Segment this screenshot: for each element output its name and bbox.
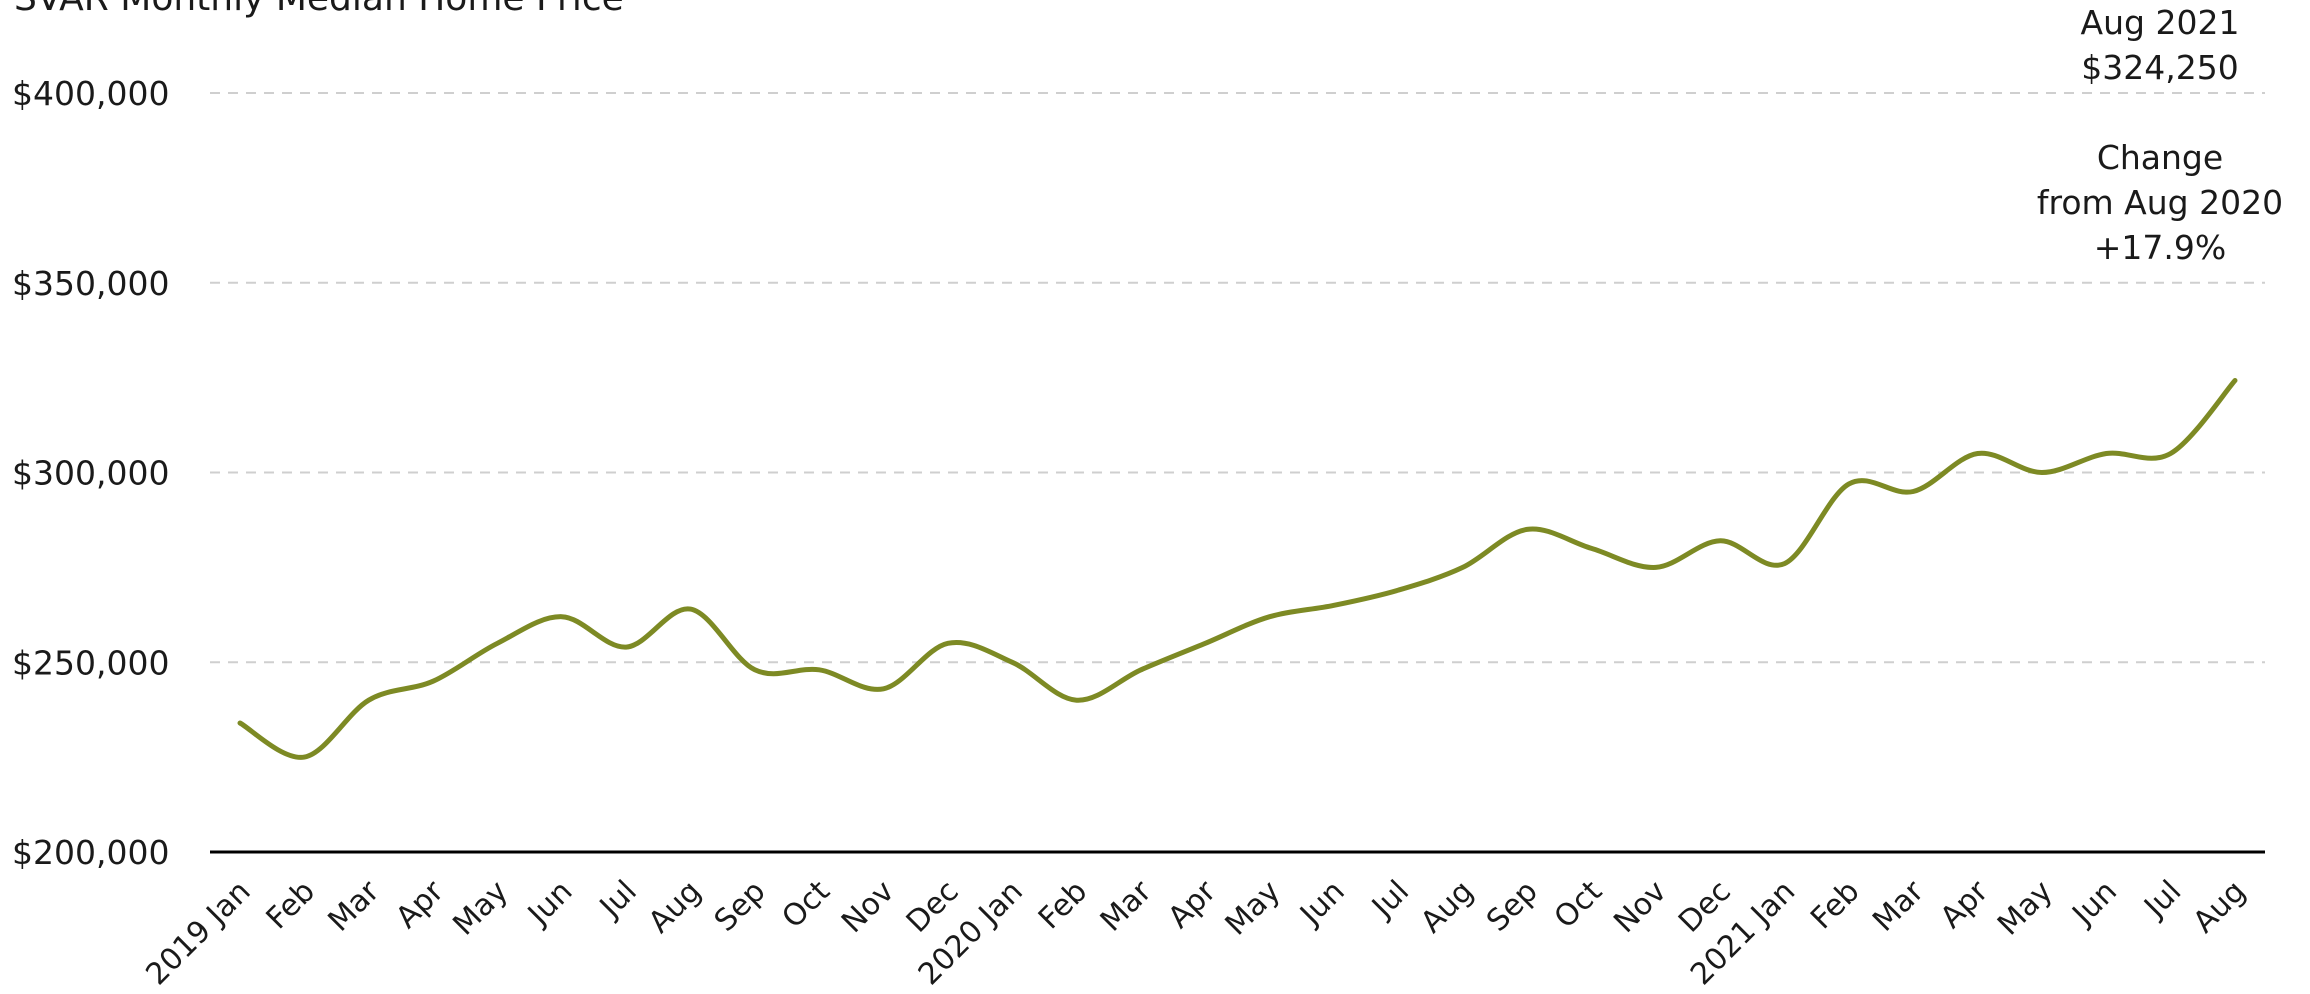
x-tick-label: Feb bbox=[1032, 874, 1094, 936]
x-tick-label: Apr bbox=[1934, 873, 1996, 935]
y-tick-label: $200,000 bbox=[12, 833, 169, 872]
y-tick-label: $400,000 bbox=[12, 74, 169, 113]
y-axis-ticks: $200,000 $250,000 $300,000 $350,000 $400,000 bbox=[12, 74, 169, 872]
y-tick-label: $250,000 bbox=[12, 643, 169, 682]
x-tick-label: Jun bbox=[520, 874, 579, 933]
x-tick-label: Sep bbox=[1480, 874, 1545, 939]
x-tick-label: Nov bbox=[1607, 874, 1673, 940]
x-tick-label: Jun bbox=[2065, 874, 2124, 933]
latest-price-label: $324,250 bbox=[2081, 48, 2239, 87]
x-tick-label: Apr bbox=[1162, 873, 1224, 935]
x-tick-label: Feb bbox=[260, 874, 322, 936]
x-tick-label: Aug bbox=[642, 874, 708, 940]
x-tick-label: May bbox=[1991, 874, 2060, 943]
change-value: +17.9% bbox=[2093, 228, 2227, 267]
x-tick-label: Jul bbox=[592, 874, 644, 926]
x-tick-label: Mar bbox=[1094, 873, 1159, 938]
x-tick-label: Mar bbox=[1866, 873, 1931, 938]
x-tick-label: Apr bbox=[389, 873, 451, 935]
x-tick-label: Mar bbox=[322, 873, 387, 938]
x-tick-label: Feb bbox=[1804, 874, 1866, 936]
change-heading: Change bbox=[2096, 138, 2224, 177]
x-tick-label: Oct bbox=[775, 874, 837, 936]
x-tick-label: Nov bbox=[835, 874, 901, 940]
x-tick-label: Jul bbox=[2137, 874, 2189, 926]
x-tick-label: Jun bbox=[1292, 874, 1351, 933]
chart-title: SVAR Monthly Median Home Price bbox=[14, 0, 624, 19]
change-period: from Aug 2020 bbox=[2036, 183, 2284, 222]
x-tick-label: Aug bbox=[2186, 874, 2252, 940]
y-tick-label: $350,000 bbox=[12, 264, 169, 303]
latest-value-annotation: Aug 2021 $324,250 bbox=[2040, 0, 2280, 90]
change-annotation: Change from Aug 2020 +17.9% bbox=[2020, 135, 2300, 270]
latest-month-label: Aug 2021 bbox=[2080, 3, 2240, 42]
series-line-median-price bbox=[237, 378, 2238, 760]
x-tick-label: Oct bbox=[1548, 874, 1610, 936]
y-tick-label: $300,000 bbox=[12, 454, 169, 493]
x-tick-label: May bbox=[446, 874, 515, 943]
x-tick-label: Jul bbox=[1364, 874, 1416, 926]
gridlines bbox=[210, 92, 2265, 664]
x-tick-label: 2019 Jan bbox=[139, 874, 257, 992]
x-tick-label: Sep bbox=[708, 874, 773, 939]
x-tick-label: May bbox=[1219, 874, 1288, 943]
x-tick-label: Aug bbox=[1414, 874, 1480, 940]
